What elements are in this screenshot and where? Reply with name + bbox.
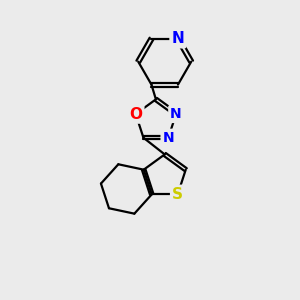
Text: N: N (170, 107, 182, 121)
Text: N: N (172, 31, 184, 46)
Text: S: S (172, 187, 183, 202)
Text: O: O (129, 106, 142, 122)
Text: N: N (163, 131, 174, 145)
